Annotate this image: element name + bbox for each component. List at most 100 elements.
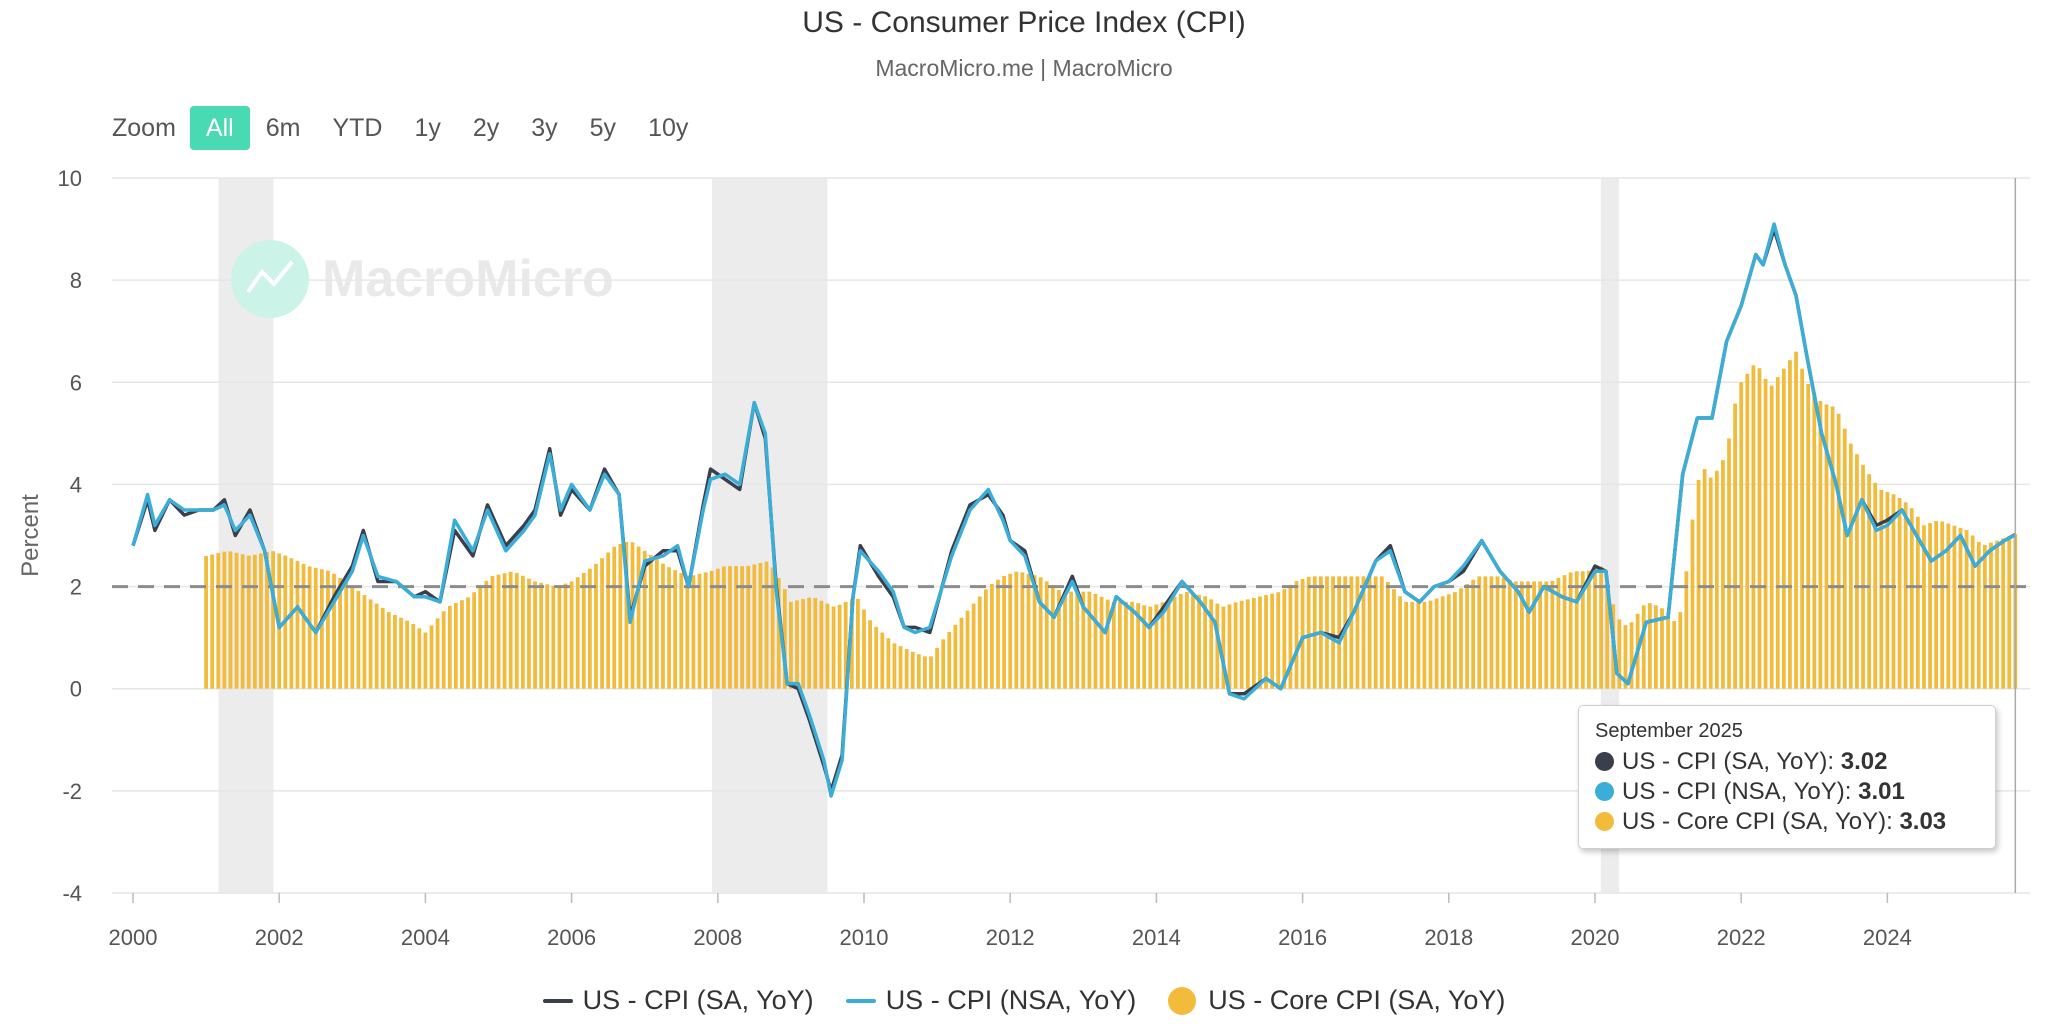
cpi-sa-dot-icon [1595,752,1614,771]
core-cpi-bar [1714,470,1719,689]
core-cpi-bar [1708,477,1713,689]
core-cpi-bar [527,578,531,689]
core-cpi-bar [1349,576,1354,689]
core-cpi-bar [1812,392,1817,689]
zoom-2y-button[interactable]: 2y [472,114,500,142]
core-cpi-bar [271,551,275,689]
core-cpi-bar [1105,599,1110,689]
core-cpi-bar [1434,598,1439,689]
recession-bands [218,178,1620,893]
core-cpi-bar [533,581,537,689]
legend-item-cpi-nsa[interactable]: US - CPI (NSA, YoY) [845,985,1137,1016]
legend-label: US - CPI (NSA, YoY) [885,985,1137,1015]
core-cpi-bar [1568,572,1573,689]
core-cpi-bar [1477,576,1482,689]
x-axis: 2000 2002 2004 2006 2008 2010 2012 2014 2016 2018… [109,893,1912,950]
core-cpi-bar [1647,603,1652,689]
legend-item-cpi-sa[interactable]: US - CPI (SA, YoY) [542,985,814,1016]
core-cpi-bar [728,566,732,689]
zoom-range-selector: Zoom All 6m YTD 1y 2y 3y 5y 10y [112,105,704,151]
core-cpi-bar [953,624,958,689]
core-cpi-bar [1721,460,1725,689]
core-cpi-bar [691,575,696,689]
core-cpi-bar [216,553,221,689]
core-cpi-bar [1245,599,1250,689]
core-cpi-bar [1251,597,1256,689]
y-tick-label: 0 [70,677,82,702]
chart-subtitle: MacroMicro.me | MacroMicro [875,55,1173,81]
zoom-1y-button[interactable]: 1y [414,114,441,142]
core-cpi-bar [551,585,556,689]
zoom-label: Zoom [112,113,176,142]
core-cpi-bar [368,599,373,689]
tooltip-label: US - CPI (NSA, YoY) [1622,778,1845,805]
core-cpi-bar [825,603,830,689]
core-cpi-bar [1982,544,1987,689]
core-cpi-bar [265,551,269,689]
core-cpi-bar [326,570,330,689]
zoom-ytd-button[interactable]: YTD [332,114,383,142]
core-cpi-bar [1806,383,1811,689]
core-cpi-bar [1453,592,1457,689]
core-cpi-bar [240,554,245,689]
core-cpi-bar [1989,542,1993,689]
core-cpi-bar [734,566,738,689]
y-tick-label: -4 [62,881,82,906]
tooltip-row-cpi-nsa: US - CPI (NSA, YoY): 3.01 [1595,777,1979,807]
zoom-all-button[interactable]: All [189,106,250,150]
core-cpi-bar [1069,591,1074,689]
core-cpi-bar [1032,575,1037,689]
core-cpi-bar [1142,605,1147,689]
core-cpi-bar [1915,516,1920,689]
tooltip-value: 3.03 [1899,808,1947,835]
core-cpi-bar [594,563,598,689]
x-tick-label: 2014 [1132,925,1181,950]
core-cpi-bar [252,554,257,689]
core-cpi-bar [1654,605,1658,689]
cpi-nsa-dot-icon [1595,782,1614,801]
core-cpi-bar [782,589,787,689]
watermark-logo-mark [246,260,294,294]
core-cpi-bar [941,639,946,689]
core-cpi-bar [1440,596,1445,689]
core-cpi-bar [1111,601,1116,689]
zoom-10y-button[interactable]: 10y [648,114,689,142]
core-cpi-bar [880,632,885,689]
core-cpi-bar [1215,603,1220,689]
core-cpi-bar [1848,443,1853,689]
core-cpi-bar [868,620,872,689]
legend-label: US - CPI (SA, YoY) [582,985,814,1015]
core-cpi-bar [380,607,385,689]
core-cpi-bar [770,567,775,689]
core-cpi-bar [466,597,470,689]
core-cpi-bar [947,631,952,689]
core-cpi-bar [789,601,793,689]
y-tick-label: 2 [70,575,82,600]
core-cpi-bar [1124,601,1128,689]
core-cpi-bar [1672,621,1677,689]
core-cpi-bar [642,550,647,689]
core-cpi-bar [423,632,428,689]
core-cpi-bar [990,584,994,689]
zoom-3y-button[interactable]: 3y [531,114,558,142]
core-cpi-bar [1818,401,1823,689]
core-cpi-bar [234,552,239,689]
core-cpi-bar [1385,582,1390,689]
core-cpi-bar [1861,464,1865,689]
core-cpi-bar [740,566,745,689]
core-cpi-bar [1087,591,1092,689]
core-cpi-bar [204,555,208,689]
core-cpi-bar [1093,593,1098,689]
core-cpi-bar [1501,577,1506,689]
core-cpi-bar [697,573,702,689]
core-cpi-bars [204,351,2018,689]
zoom-6m-button[interactable]: 6m [265,114,301,142]
core-cpi-bar [332,573,336,689]
core-cpi-bar [435,618,440,689]
core-cpi-bar [1446,594,1451,689]
y-axis-title: Percent [17,494,44,577]
legend-item-core-cpi[interactable]: US - Core CPI (SA, YoY) [1168,985,1505,1016]
core-cpi-bar [1702,469,1707,689]
zoom-5y-button[interactable]: 5y [589,114,617,142]
